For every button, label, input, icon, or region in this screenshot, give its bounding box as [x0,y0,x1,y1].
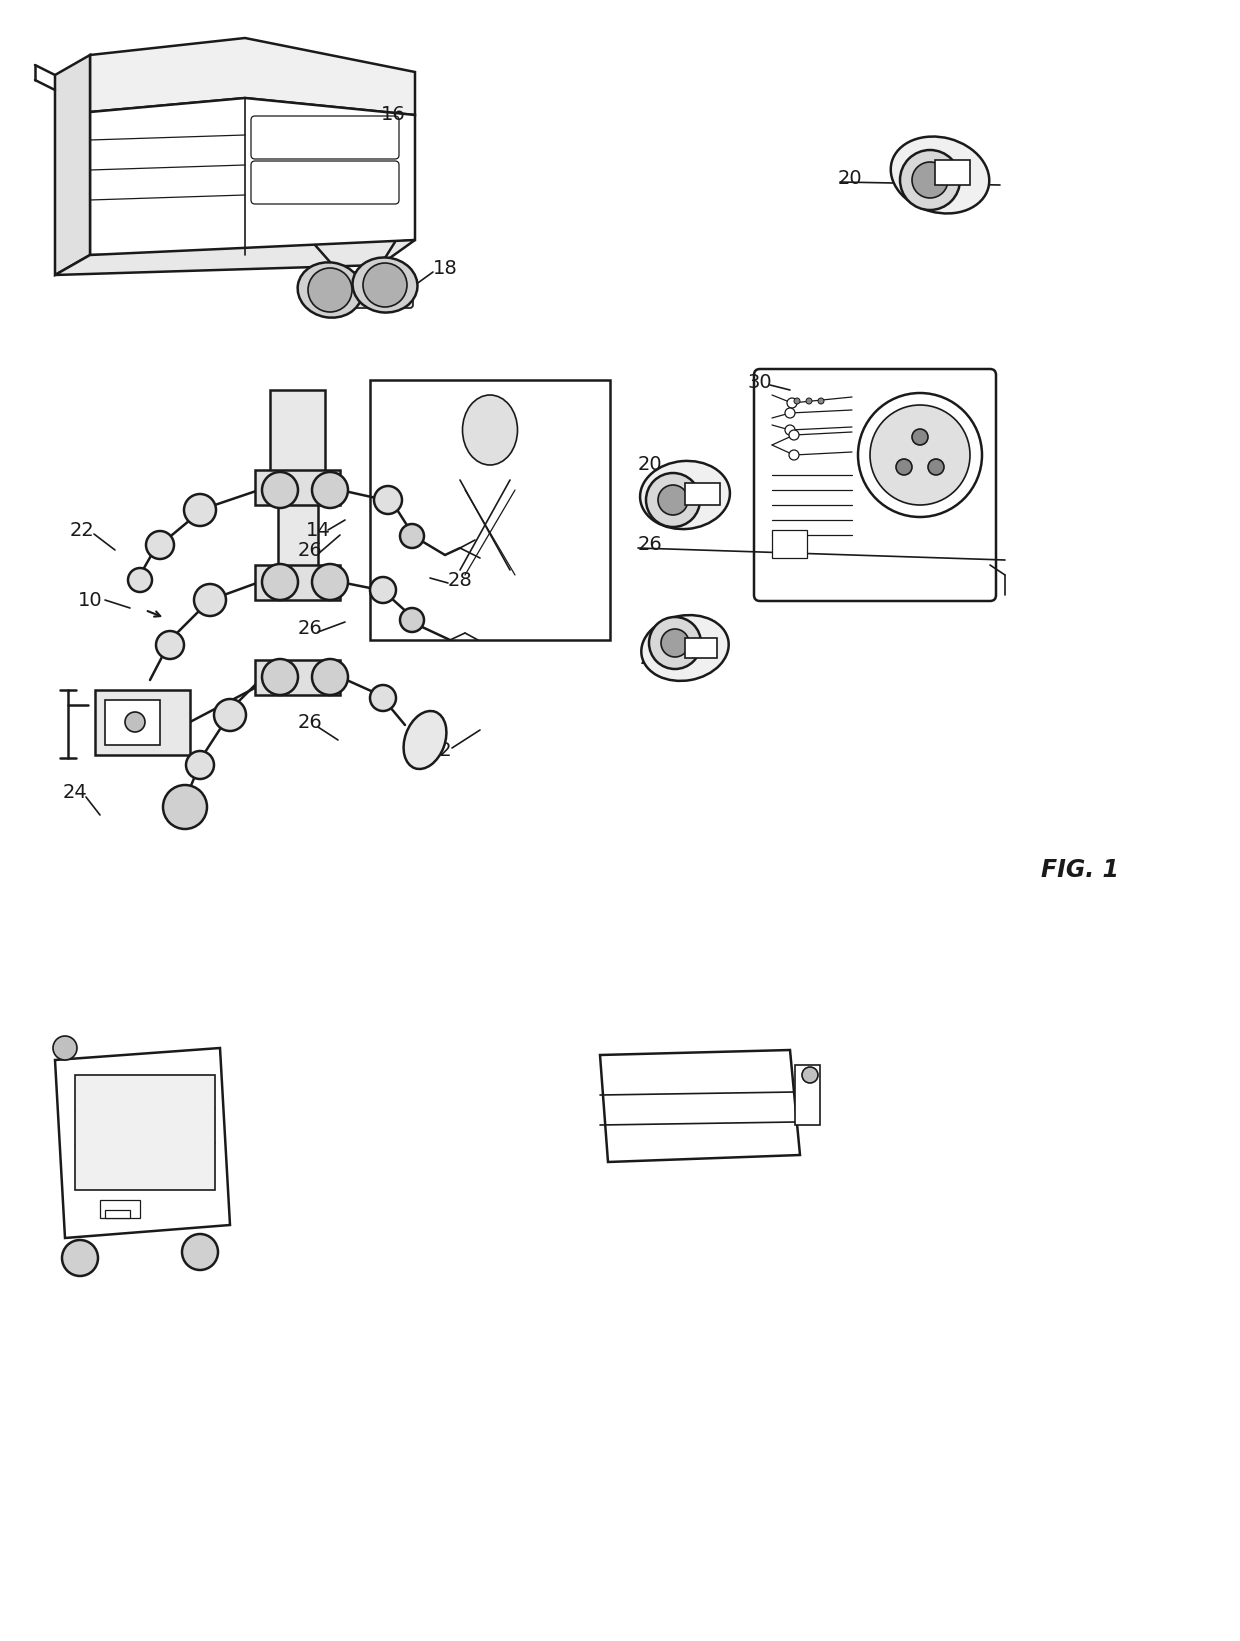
Circle shape [870,405,970,505]
Circle shape [911,428,928,445]
Circle shape [401,523,424,548]
Circle shape [62,1241,98,1277]
Bar [278,474,317,574]
Ellipse shape [298,263,362,318]
Ellipse shape [641,615,729,681]
Bar [773,530,807,558]
Circle shape [184,494,216,527]
Circle shape [146,532,174,560]
FancyBboxPatch shape [250,161,399,203]
Circle shape [802,1067,818,1083]
Circle shape [312,473,348,509]
Circle shape [128,568,153,592]
Circle shape [789,450,799,459]
Bar [370,381,610,640]
Circle shape [182,1234,218,1270]
Circle shape [215,699,246,730]
Text: 10: 10 [78,591,103,609]
Circle shape [363,263,407,307]
Circle shape [156,632,184,660]
Ellipse shape [890,136,990,213]
Ellipse shape [463,395,517,464]
Bar [105,1209,130,1218]
Circle shape [928,459,944,474]
Bar [795,1065,820,1126]
Circle shape [125,712,145,732]
Text: 14: 14 [305,520,330,540]
Circle shape [262,473,298,509]
FancyBboxPatch shape [250,117,399,159]
Circle shape [262,660,298,696]
Circle shape [818,399,825,404]
Text: 26: 26 [298,619,322,637]
Text: 26: 26 [298,714,322,732]
Bar [684,482,720,505]
Text: 28: 28 [448,571,472,589]
Polygon shape [91,98,415,254]
Circle shape [374,486,402,514]
Circle shape [649,617,701,670]
Text: 22: 22 [69,520,94,540]
Text: 12: 12 [428,740,453,760]
Polygon shape [55,1049,229,1237]
Bar [74,1075,215,1190]
Circle shape [794,399,800,404]
FancyBboxPatch shape [308,272,413,309]
Text: 20: 20 [637,456,662,474]
FancyBboxPatch shape [754,369,996,601]
Bar [255,565,340,601]
Circle shape [186,752,215,779]
Text: 20: 20 [838,169,862,187]
Text: 26: 26 [298,540,322,560]
Circle shape [646,473,701,527]
Bar [255,660,340,696]
Circle shape [53,1035,77,1060]
Circle shape [370,578,396,602]
Circle shape [312,565,348,601]
Text: FIG. 1: FIG. 1 [1042,858,1118,881]
Ellipse shape [640,461,730,528]
Circle shape [806,399,812,404]
Circle shape [897,459,911,474]
Polygon shape [55,240,415,276]
Circle shape [789,430,799,440]
Text: 20: 20 [640,648,665,668]
Circle shape [911,162,949,199]
Circle shape [858,392,982,517]
Circle shape [193,584,226,615]
Bar [95,689,190,755]
Circle shape [312,660,348,696]
Text: 30: 30 [748,373,773,392]
Ellipse shape [403,711,446,770]
Circle shape [661,629,689,656]
Text: 18: 18 [433,259,458,277]
Circle shape [658,486,688,515]
Polygon shape [600,1050,800,1162]
Circle shape [401,609,424,632]
Circle shape [370,684,396,711]
Circle shape [785,409,795,418]
Circle shape [787,399,797,409]
Bar [100,1200,140,1218]
Text: 26: 26 [637,535,662,555]
Circle shape [785,425,795,435]
Bar [255,469,340,505]
Polygon shape [91,38,415,115]
Bar [105,701,160,745]
Polygon shape [55,56,91,276]
Bar [684,638,717,658]
Ellipse shape [352,258,418,312]
Circle shape [162,784,207,829]
Text: 24: 24 [63,783,87,802]
Circle shape [262,565,298,601]
Circle shape [900,149,960,210]
Circle shape [308,267,352,312]
Bar [270,391,325,474]
Bar [935,161,970,185]
Text: 16: 16 [381,105,405,125]
